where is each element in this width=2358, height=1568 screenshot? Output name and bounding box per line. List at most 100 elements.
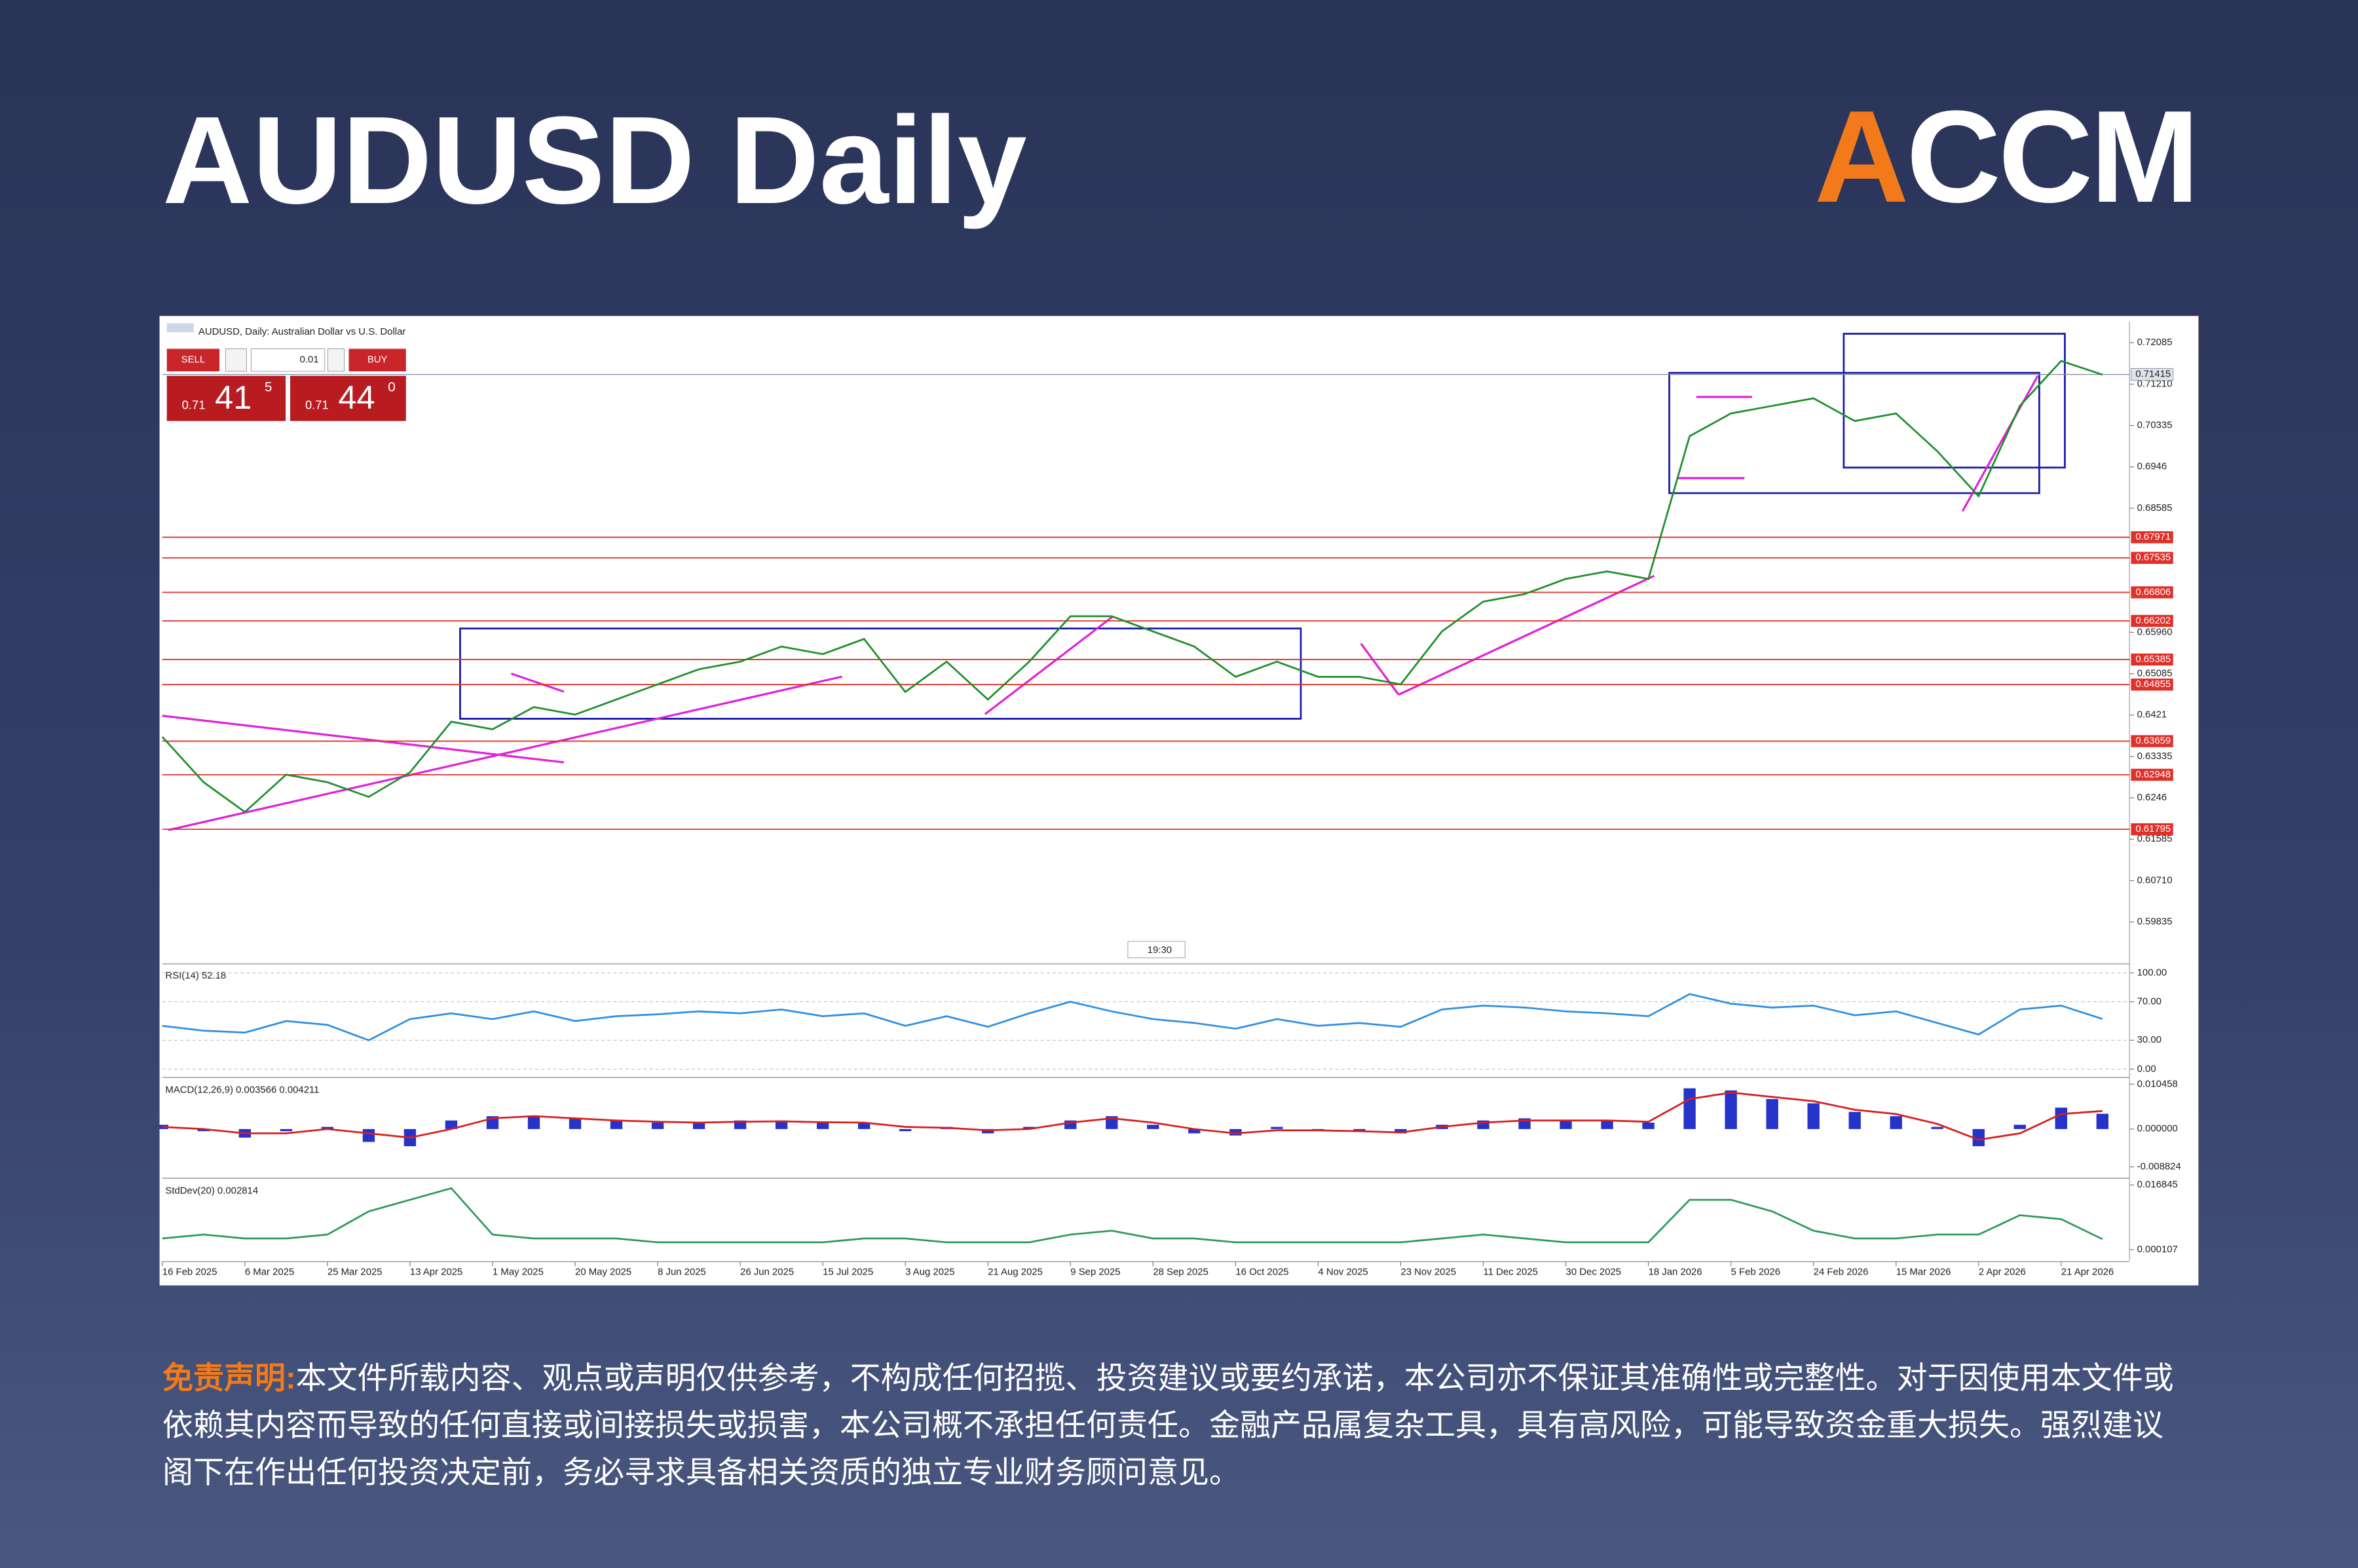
x-tick-label: 21 Aug 2025 <box>988 1266 1043 1277</box>
x-tick-label: 24 Feb 2026 <box>1814 1266 1869 1277</box>
histogram-bar <box>610 1120 623 1129</box>
chart-icon <box>166 323 195 333</box>
histogram-bar <box>1023 1127 1036 1129</box>
x-tick-label: 2 Apr 2026 <box>1979 1266 2026 1277</box>
range-box <box>1843 333 2066 469</box>
histogram-bar <box>1560 1120 1572 1129</box>
trendline <box>984 615 1114 715</box>
histogram-bar <box>1229 1129 1242 1136</box>
x-tick-label: 25 Mar 2025 <box>328 1266 383 1277</box>
level-label: 0.67971 <box>2135 531 2171 542</box>
sell-price-head: 0.71 <box>182 398 206 412</box>
histogram-bar <box>1353 1129 1366 1132</box>
y-tick-label: 0.68585 <box>2137 502 2173 513</box>
x-tick-label: 5 Feb 2026 <box>1731 1266 1780 1277</box>
indicator-label: RSI(14) 52.18 <box>165 970 226 981</box>
x-tick-label: 28 Sep 2025 <box>1153 1266 1208 1277</box>
range-box <box>459 627 1302 720</box>
buy-price-box[interactable] <box>290 375 406 421</box>
data-line <box>162 993 2103 1041</box>
y-tick-label: 0.65960 <box>2137 626 2173 637</box>
histogram-bar <box>2096 1113 2109 1129</box>
disclaimer-label: 免责声明: <box>162 1360 296 1395</box>
level-label-box <box>2131 653 2173 666</box>
y-tick-label: 0.71210 <box>2137 378 2173 389</box>
y-tick-label: 0.010458 <box>2137 1078 2178 1089</box>
histogram-bar <box>775 1120 788 1129</box>
histogram-bar <box>816 1122 829 1129</box>
sell-price-pips: 41 <box>215 379 252 416</box>
histogram-bar <box>1601 1120 1613 1129</box>
y-tick-label: 0.63335 <box>2137 751 2173 762</box>
y-tick-label: 0.000000 <box>2137 1123 2178 1134</box>
histogram-bar <box>1188 1129 1201 1134</box>
y-tick-label: -0.008824 <box>2137 1161 2181 1172</box>
level-label-box <box>2131 551 2173 564</box>
sell-label: SELL <box>181 354 205 365</box>
x-tick-label: 13 Apr 2025 <box>410 1266 462 1277</box>
range-box <box>1668 371 2040 495</box>
lot-dropdown[interactable] <box>225 348 247 372</box>
histogram-bar <box>527 1116 540 1129</box>
buy-button[interactable] <box>348 348 406 371</box>
page-title: AUDUSD Daily <box>162 91 1027 230</box>
y-tick-label: 0.6421 <box>2137 709 2167 720</box>
histogram-bar <box>1972 1129 1985 1147</box>
level-label-box <box>2131 614 2173 627</box>
level-label: 0.63659 <box>2135 736 2171 747</box>
histogram-bar <box>2055 1108 2067 1129</box>
y-tick-label: 0.70335 <box>2137 420 2173 431</box>
x-tick-label: 9 Sep 2025 <box>1070 1266 1120 1277</box>
histogram-bar <box>362 1129 375 1142</box>
x-tick-label: 8 Jun 2025 <box>658 1266 706 1277</box>
histogram-bar <box>1394 1129 1407 1134</box>
signal-line <box>162 1091 2103 1141</box>
x-tick-label: 20 May 2025 <box>575 1266 631 1277</box>
trendline <box>510 672 565 693</box>
level-label-box <box>2131 531 2173 544</box>
x-tick-label: 4 Nov 2025 <box>1318 1266 1368 1277</box>
level-label-box <box>2131 586 2173 599</box>
y-tick-label: 0.65085 <box>2137 668 2173 679</box>
buy-price-pips: 44 <box>338 379 375 416</box>
x-tick-label: 16 Oct 2025 <box>1235 1266 1288 1277</box>
level-label-box <box>2131 823 2173 836</box>
histogram-bar <box>1931 1127 1943 1129</box>
sell-price-box[interactable] <box>166 375 286 421</box>
sell-button[interactable] <box>166 348 220 371</box>
x-tick-label: 30 Dec 2025 <box>1566 1266 1622 1277</box>
histogram-bar <box>1890 1116 1902 1129</box>
buy-price-head: 0.71 <box>305 398 329 412</box>
y-tick-label: 0.000107 <box>2137 1244 2178 1255</box>
time-marker-box <box>1127 941 1186 958</box>
level-label-box <box>2131 679 2173 691</box>
y-tick-label: 0.59835 <box>2137 916 2173 927</box>
histogram-bar <box>569 1118 582 1129</box>
histogram-bar <box>280 1129 293 1132</box>
y-tick-label: 0.61585 <box>2137 833 2173 844</box>
current-price-box <box>2130 368 2174 381</box>
x-tick-label: 11 Dec 2025 <box>1484 1266 1538 1277</box>
x-tick-label: 21 Apr 2026 <box>2061 1266 2114 1277</box>
y-tick-label: 0.6946 <box>2137 461 2167 472</box>
y-tick-label: 0.016845 <box>2137 1179 2178 1190</box>
indicator-label: StdDev(20) 0.002814 <box>165 1185 258 1196</box>
lot-input[interactable] <box>250 348 326 372</box>
histogram-bar <box>321 1127 334 1129</box>
chart-frame <box>159 316 2199 1286</box>
histogram-bar <box>1848 1111 1861 1129</box>
y-tick-label: 0.6246 <box>2137 792 2167 803</box>
level-label: 0.66806 <box>2135 586 2171 597</box>
lot-stepper[interactable] <box>327 348 345 372</box>
y-tick-label: 100.00 <box>2137 967 2167 978</box>
sell-price-tail: 5 <box>265 380 272 395</box>
histogram-bar <box>692 1122 705 1129</box>
data-line <box>162 1187 2103 1244</box>
trendlines <box>162 375 2039 831</box>
disclaimer: 免责声明:本文件所载内容、观点或声明仅供参考，不构成任何招揽、投资建议或要约承诺… <box>162 1354 2186 1496</box>
indicator-label: MACD(12,26,9) 0.003566 0.004211 <box>165 1084 319 1095</box>
y-tick-label: 70.00 <box>2137 996 2162 1007</box>
histogram-bar <box>1642 1122 1655 1129</box>
x-tick-label: 18 Jan 2026 <box>1649 1266 1702 1277</box>
histogram-bar <box>1271 1127 1283 1129</box>
